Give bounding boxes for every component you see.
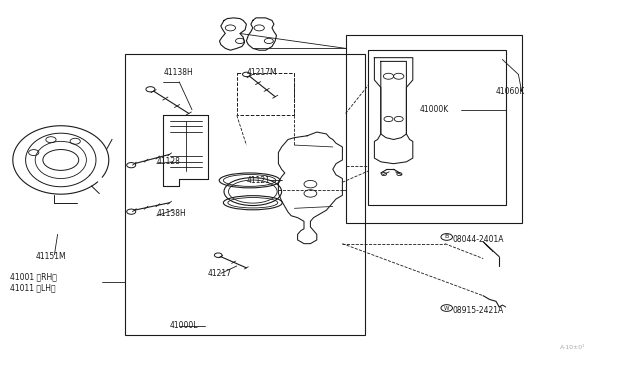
Text: B: B	[445, 234, 449, 240]
Text: 41151M: 41151M	[35, 252, 66, 261]
Text: 41138H: 41138H	[157, 209, 186, 218]
Text: 41217: 41217	[208, 269, 232, 278]
Text: 41121: 41121	[246, 176, 270, 185]
Text: A·10±0¹: A·10±0¹	[560, 345, 586, 350]
Text: 41011 〈LH〉: 41011 〈LH〉	[10, 284, 55, 293]
Text: 41128: 41128	[157, 157, 180, 166]
Circle shape	[243, 72, 250, 77]
Text: 08915-2421A: 08915-2421A	[452, 306, 504, 315]
Text: 41060K: 41060K	[496, 87, 525, 96]
Bar	[237, 73, 294, 115]
Circle shape	[214, 253, 222, 257]
Text: 41001 〈RH〉: 41001 〈RH〉	[10, 273, 56, 282]
Text: 08044-2401A: 08044-2401A	[452, 235, 504, 244]
Text: 41138H: 41138H	[163, 68, 193, 77]
Circle shape	[127, 163, 136, 168]
Text: W: W	[444, 305, 449, 311]
Text: 41217M: 41217M	[246, 68, 277, 77]
Text: 41000L: 41000L	[170, 321, 198, 330]
Circle shape	[127, 209, 136, 214]
Bar	[346, 35, 522, 223]
Text: 41000K: 41000K	[419, 105, 449, 114]
Bar	[125, 54, 365, 335]
Bar	[368, 50, 506, 205]
Circle shape	[146, 87, 155, 92]
